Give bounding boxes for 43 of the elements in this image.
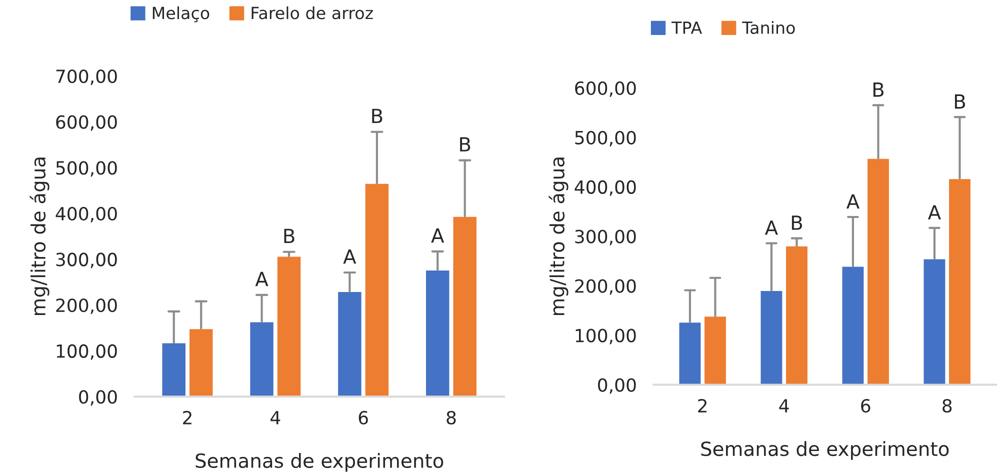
x-tick-label: 2 <box>698 398 707 412</box>
x-tick-label: 4 <box>270 411 280 424</box>
y-tick-label: 300,00 <box>56 252 117 268</box>
y-tick-label: 0,00 <box>79 390 117 406</box>
y-tick-label: 500,00 <box>56 161 117 177</box>
annotation: A <box>764 220 778 235</box>
y-axis-title: mg/litro de água <box>548 158 568 315</box>
x-tick-label: 8 <box>942 398 952 413</box>
y-tick-label: 200,00 <box>575 279 636 295</box>
legend-label: TPA <box>672 22 702 34</box>
legend-label: Melaço <box>152 6 210 22</box>
annotation: B <box>954 94 966 109</box>
legend-label: Tanino <box>742 21 795 34</box>
y-tick-label: 400,00 <box>56 206 117 222</box>
x-tick-label: 2 <box>183 410 192 424</box>
y-tick-label: 0,00 <box>598 378 636 394</box>
y-tick-label: 600,00 <box>575 81 636 97</box>
x-tick-label: 8 <box>446 410 456 424</box>
y-tick-label: 200,00 <box>56 298 117 314</box>
x-tick-label: 6 <box>358 410 368 424</box>
y-tick-label: 100,00 <box>56 344 117 360</box>
annotation: B <box>792 216 802 230</box>
annotation: A <box>255 272 268 286</box>
legend-label: Farelo de arroz <box>252 6 373 20</box>
annotation: B <box>460 137 470 152</box>
x-tick-label: 6 <box>861 398 870 413</box>
annotation: B <box>372 108 382 124</box>
annotation: A <box>928 205 941 220</box>
y-tick-label: 700,00 <box>56 69 117 85</box>
annotation: A <box>846 194 860 209</box>
y-tick-label: 100,00 <box>576 328 636 344</box>
y-axis-title: mg/litro de água <box>30 158 50 315</box>
annotation: B <box>873 82 884 97</box>
y-tick-label: 600,00 <box>56 115 117 131</box>
x-tick-label: 4 <box>779 399 789 412</box>
x-axis-title: Semanas de experimento <box>701 441 949 460</box>
y-tick-label: 400,00 <box>574 180 636 196</box>
annotation: B <box>284 228 294 244</box>
y-tick-label: 500,00 <box>575 130 636 146</box>
annotation: A <box>343 249 356 264</box>
annotation: A <box>431 228 444 243</box>
x-axis-title: Semanas de experimento <box>196 452 444 472</box>
y-tick-label: 300,00 <box>575 230 636 246</box>
